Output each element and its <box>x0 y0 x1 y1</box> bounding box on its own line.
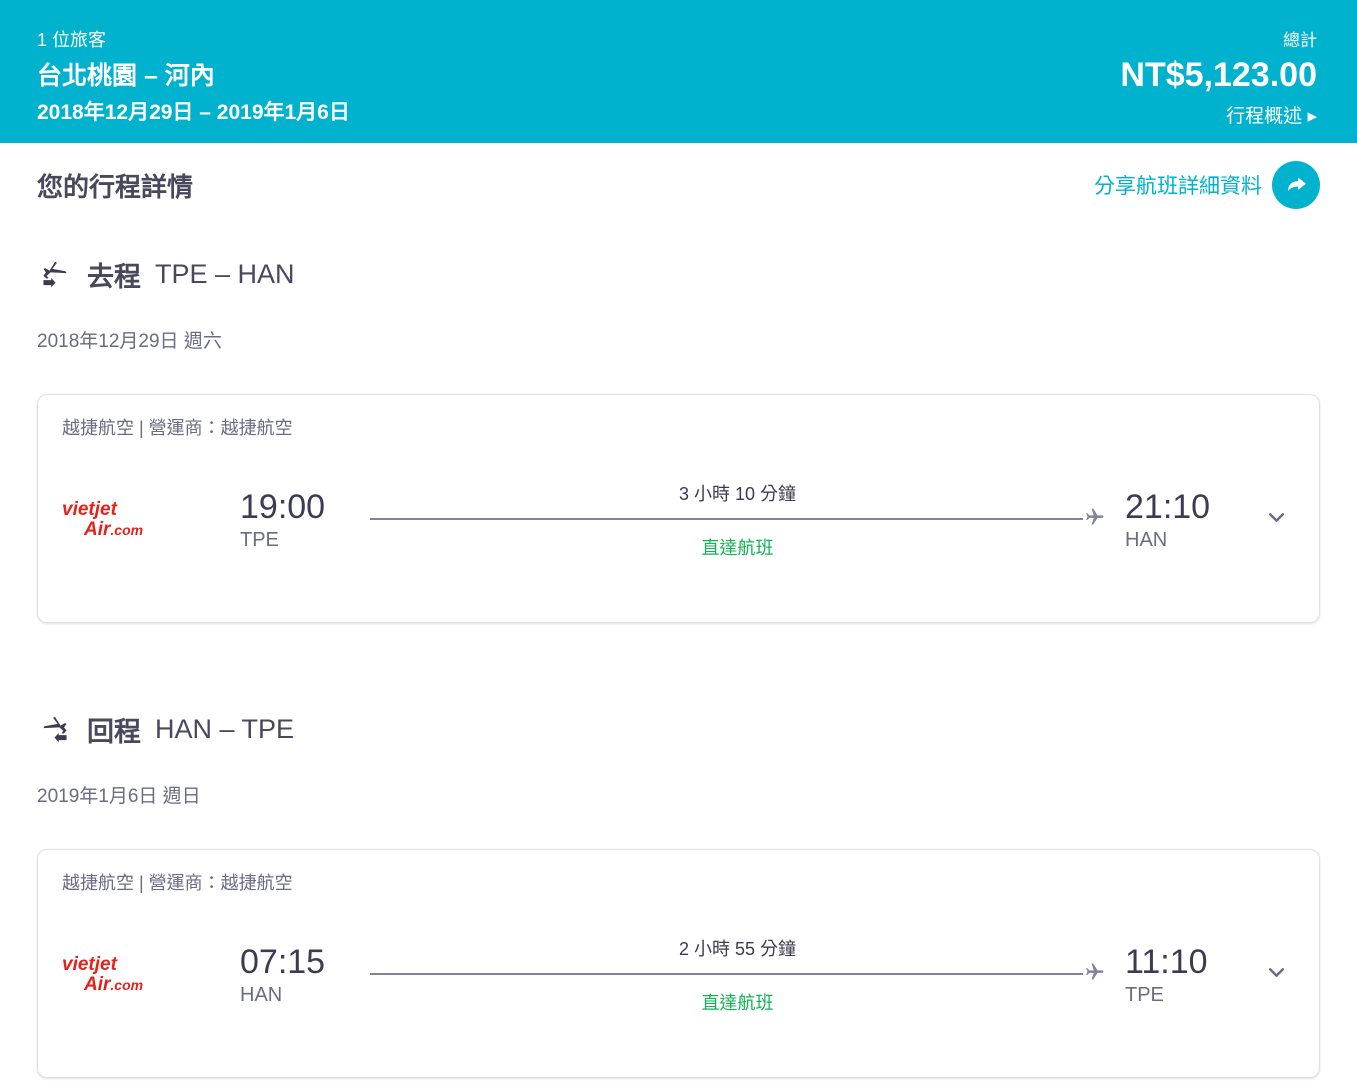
svg-text:vietjet: vietjet <box>62 954 118 975</box>
svg-text:vietjet: vietjet <box>62 499 118 520</box>
svg-text:Air.com: Air.com <box>83 974 143 995</box>
svg-text:Air.com: Air.com <box>83 519 143 540</box>
